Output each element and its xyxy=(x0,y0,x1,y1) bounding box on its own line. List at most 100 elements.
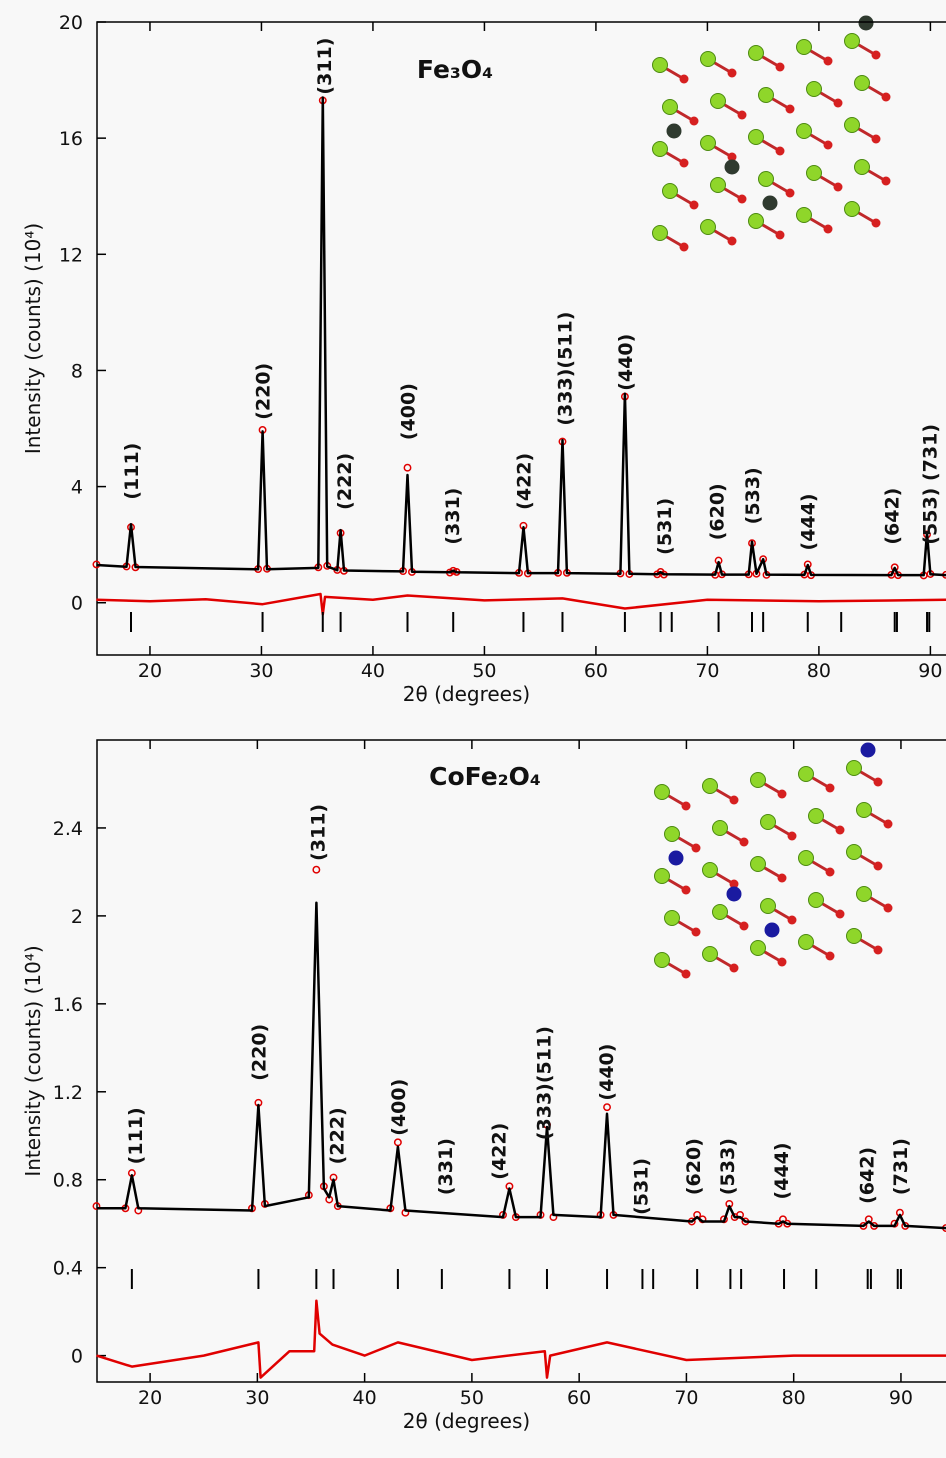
iron-atom xyxy=(761,899,776,914)
iron-atom xyxy=(665,827,680,842)
iron-atom xyxy=(711,178,726,193)
hkl-label: (222) xyxy=(327,1107,349,1164)
iron-atom xyxy=(655,953,670,968)
profile-line xyxy=(97,1301,946,1378)
iron-atom xyxy=(713,821,728,836)
metal-atom xyxy=(763,196,778,211)
iron-atom xyxy=(713,905,728,920)
y-tick-label: 2 xyxy=(71,906,83,928)
iron-atom xyxy=(799,767,814,782)
hkl-label: (642) xyxy=(881,488,903,545)
iron-atom xyxy=(857,803,872,818)
oxygen-atom xyxy=(824,57,833,66)
hkl-label: (220) xyxy=(253,363,275,420)
metal-atom xyxy=(861,743,876,758)
iron-atom xyxy=(749,214,764,229)
iron-atom xyxy=(703,947,718,962)
iron-atom xyxy=(855,76,870,91)
iron-atom xyxy=(847,761,862,776)
oxygen-atom xyxy=(740,838,749,847)
chart-title: Fe₃O₄ xyxy=(417,55,493,84)
oxygen-atom xyxy=(730,796,739,805)
oxygen-atom xyxy=(884,820,893,829)
oxygen-atom xyxy=(884,904,893,913)
oxygen-atom xyxy=(778,958,787,967)
iron-atom xyxy=(809,809,824,824)
oxygen-atom xyxy=(836,910,845,919)
crystal-structure xyxy=(655,743,893,979)
iron-atom xyxy=(749,130,764,145)
oxygen-atom xyxy=(680,243,689,252)
oxygen-atom xyxy=(826,868,835,877)
iron-atom xyxy=(665,911,680,926)
iron-atom xyxy=(845,34,860,49)
iron-atom xyxy=(759,88,774,103)
oxygen-atom xyxy=(778,790,787,799)
metal-atom xyxy=(859,16,874,31)
oxygen-atom xyxy=(692,844,701,853)
oxygen-atom xyxy=(692,928,701,937)
hkl-label: (444) xyxy=(771,1142,793,1199)
oxygen-atom xyxy=(682,970,691,979)
hkl-label: (533) xyxy=(742,467,764,524)
metal-atom xyxy=(669,851,684,866)
hkl-label: (531) xyxy=(654,498,676,555)
oxygen-atom xyxy=(776,147,785,156)
iron-atom xyxy=(749,46,764,61)
iron-atom xyxy=(759,172,774,187)
iron-atom xyxy=(799,851,814,866)
profile-line xyxy=(96,594,946,614)
iron-atom xyxy=(847,845,862,860)
iron-atom xyxy=(807,166,822,181)
iron-atom xyxy=(855,160,870,175)
x-tick-label: 90 xyxy=(918,660,942,682)
x-tick-label: 30 xyxy=(245,1387,269,1409)
oxygen-atom xyxy=(834,99,843,108)
iron-atom xyxy=(751,857,766,872)
oxygen-atom xyxy=(776,63,785,72)
iron-atom xyxy=(797,40,812,55)
iron-atom xyxy=(797,124,812,139)
metal-atom xyxy=(667,124,682,139)
oxygen-atom xyxy=(788,832,797,841)
oxygen-atom xyxy=(738,111,747,120)
observed-point xyxy=(395,1139,401,1145)
oxygen-atom xyxy=(778,874,787,883)
oxygen-atom xyxy=(728,69,737,78)
iron-atom xyxy=(751,773,766,788)
iron-atom xyxy=(653,142,668,157)
crystal-structure xyxy=(653,16,891,252)
hkl-label: (440) xyxy=(596,1044,618,1101)
iron-atom xyxy=(809,893,824,908)
x-tick-label: 80 xyxy=(807,660,831,682)
x-tick-label: 60 xyxy=(567,1387,591,1409)
hkl-label: (620) xyxy=(683,1138,705,1195)
iron-atom xyxy=(845,202,860,217)
hkl-label: (333)(511) xyxy=(555,312,577,426)
oxygen-atom xyxy=(682,886,691,895)
hkl-label: (440) xyxy=(615,334,637,391)
oxygen-atom xyxy=(682,802,691,811)
x-tick-label: 70 xyxy=(674,1387,698,1409)
iron-atom xyxy=(703,863,718,878)
hkl-label: (220) xyxy=(248,1024,270,1081)
y-tick-label: 0.4 xyxy=(53,1258,83,1280)
iron-atom xyxy=(701,220,716,235)
iron-atom xyxy=(653,226,668,241)
plot-frame xyxy=(97,740,946,1382)
hkl-label: (400) xyxy=(398,383,420,440)
oxygen-atom xyxy=(690,201,699,210)
x-tick-label: 50 xyxy=(472,660,496,682)
oxygen-atom xyxy=(680,159,689,168)
metal-atom xyxy=(725,160,740,175)
iron-atom xyxy=(797,208,812,223)
hkl-label: (553) (731) xyxy=(919,424,941,545)
observed-point xyxy=(604,1104,610,1110)
x-tick-label: 60 xyxy=(584,660,608,682)
oxygen-atom xyxy=(836,826,845,835)
hkl-label: (331) xyxy=(435,1138,457,1195)
iron-atom xyxy=(845,118,860,133)
oxygen-atom xyxy=(872,135,881,144)
y-axis-label: Intensity (counts) (10⁴) xyxy=(21,223,45,454)
iron-atom xyxy=(703,779,718,794)
